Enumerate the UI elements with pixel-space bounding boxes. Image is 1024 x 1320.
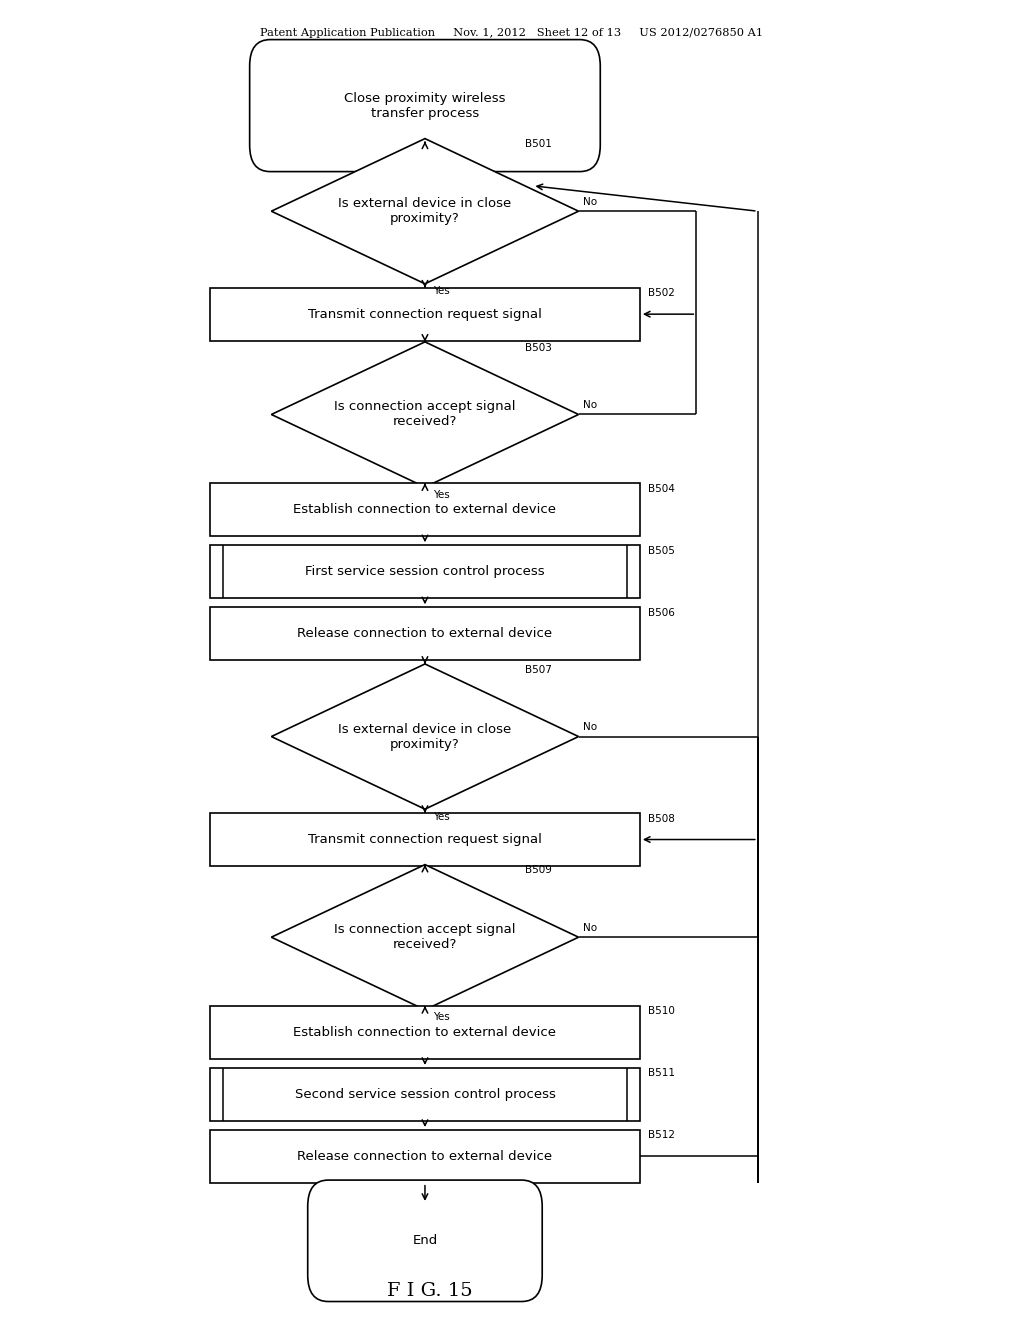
Text: End: End xyxy=(413,1234,437,1247)
Bar xyxy=(210,813,640,866)
Text: Transmit connection request signal: Transmit connection request signal xyxy=(308,833,542,846)
Text: B510: B510 xyxy=(648,1006,675,1016)
Polygon shape xyxy=(271,139,579,284)
Text: B507: B507 xyxy=(524,665,552,675)
Text: Yes: Yes xyxy=(433,490,450,500)
Text: B503: B503 xyxy=(524,343,552,352)
Text: Is external device in close
proximity?: Is external device in close proximity? xyxy=(338,722,512,751)
Text: Release connection to external device: Release connection to external device xyxy=(297,627,553,640)
Text: No: No xyxy=(583,923,597,933)
Text: Yes: Yes xyxy=(433,812,450,822)
Bar xyxy=(210,1130,640,1183)
Polygon shape xyxy=(271,664,579,809)
Text: Patent Application Publication     Nov. 1, 2012   Sheet 12 of 13     US 2012/027: Patent Application Publication Nov. 1, 2… xyxy=(260,28,764,38)
Text: Yes: Yes xyxy=(433,1012,450,1023)
Bar xyxy=(210,1006,640,1059)
Text: Close proximity wireless
transfer process: Close proximity wireless transfer proces… xyxy=(344,91,506,120)
Polygon shape xyxy=(271,865,579,1010)
Text: B505: B505 xyxy=(648,545,675,556)
Polygon shape xyxy=(271,342,579,487)
Text: Yes: Yes xyxy=(433,286,450,297)
Text: Establish connection to external device: Establish connection to external device xyxy=(294,1026,556,1039)
Text: B501: B501 xyxy=(524,140,552,149)
FancyBboxPatch shape xyxy=(250,40,600,172)
Text: No: No xyxy=(583,400,597,411)
Text: No: No xyxy=(583,722,597,733)
Text: Establish connection to external device: Establish connection to external device xyxy=(294,503,556,516)
Text: Transmit connection request signal: Transmit connection request signal xyxy=(308,308,542,321)
Text: B502: B502 xyxy=(648,288,675,298)
Bar xyxy=(210,545,640,598)
Text: B506: B506 xyxy=(648,607,675,618)
Text: B512: B512 xyxy=(648,1130,675,1140)
Text: B511: B511 xyxy=(648,1068,675,1078)
Text: Is connection accept signal
received?: Is connection accept signal received? xyxy=(334,923,516,952)
Text: Is connection accept signal
received?: Is connection accept signal received? xyxy=(334,400,516,429)
Text: B504: B504 xyxy=(648,483,675,494)
Text: No: No xyxy=(583,197,597,207)
Text: B509: B509 xyxy=(524,866,552,875)
Bar xyxy=(210,288,640,341)
Text: B508: B508 xyxy=(648,813,675,824)
Text: Is external device in close
proximity?: Is external device in close proximity? xyxy=(338,197,512,226)
Text: First service session control process: First service session control process xyxy=(305,565,545,578)
Text: F I G. 15: F I G. 15 xyxy=(387,1282,473,1300)
Text: Second service session control process: Second service session control process xyxy=(295,1088,555,1101)
FancyBboxPatch shape xyxy=(307,1180,543,1302)
Bar xyxy=(210,607,640,660)
Bar xyxy=(210,1068,640,1121)
Bar xyxy=(210,483,640,536)
Text: Release connection to external device: Release connection to external device xyxy=(297,1150,553,1163)
